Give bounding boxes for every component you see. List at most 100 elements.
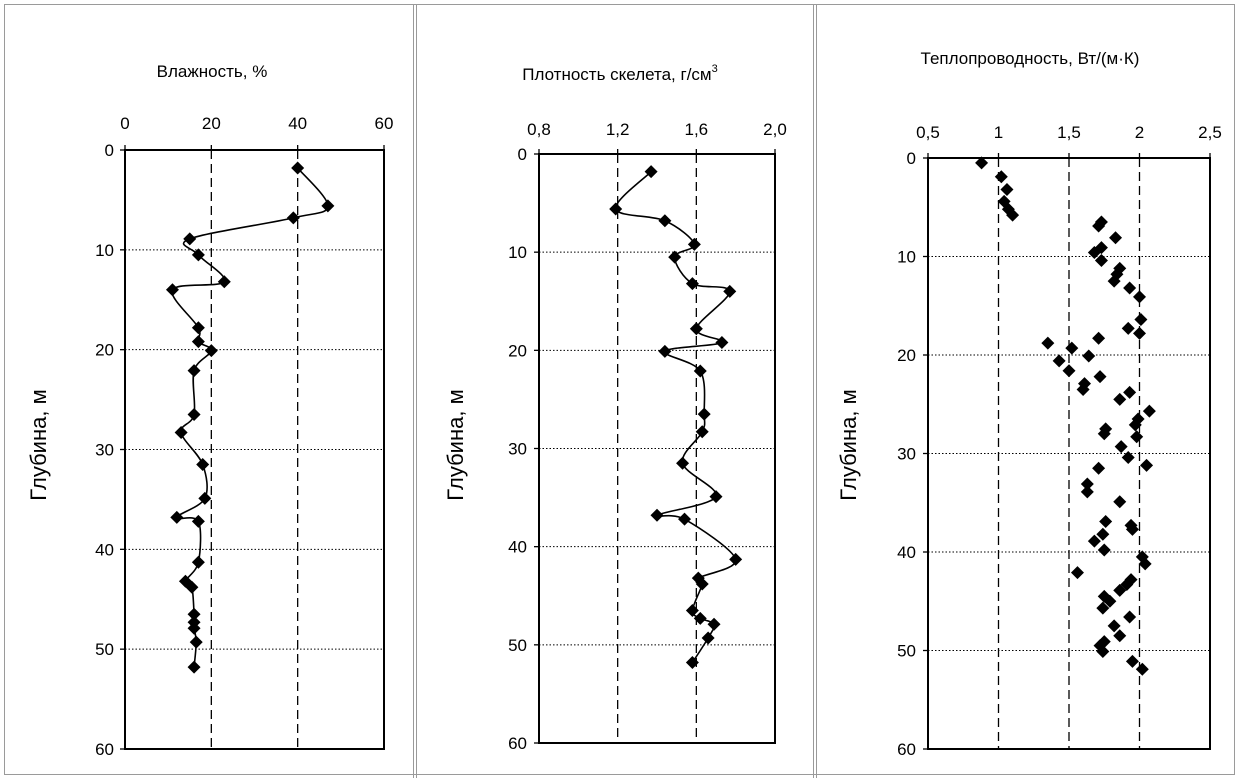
data-point	[1113, 629, 1127, 643]
data-point	[1142, 404, 1156, 418]
data-point	[1065, 341, 1079, 355]
data-point	[1123, 281, 1137, 295]
data-point	[609, 202, 623, 216]
data-point	[709, 490, 723, 504]
data-point	[1107, 274, 1121, 288]
data-point	[1096, 644, 1110, 658]
data-point	[1082, 349, 1096, 363]
data-point	[701, 631, 715, 645]
data-point	[196, 457, 210, 471]
data-point	[678, 512, 692, 526]
y-tick-label: 10	[508, 243, 527, 262]
y-tick-label: 30	[897, 445, 916, 464]
data-point	[1114, 440, 1128, 454]
data-point	[183, 232, 197, 246]
data-point	[1080, 477, 1094, 491]
data-point	[1140, 458, 1154, 472]
data-point	[1076, 382, 1090, 396]
data-point	[174, 426, 188, 440]
y-tick-label: 40	[897, 543, 916, 562]
x-tick-label: 0,8	[527, 120, 551, 139]
data-point	[1097, 543, 1111, 557]
data-point	[1096, 527, 1110, 541]
y-axis-label: Глубина, м	[836, 389, 861, 500]
data-point	[1109, 231, 1123, 245]
data-point	[650, 508, 664, 522]
data-point	[1130, 430, 1144, 444]
data-point	[695, 577, 709, 591]
data-point	[644, 165, 658, 179]
data-point	[187, 607, 201, 621]
data-point	[1128, 418, 1142, 432]
data-point	[187, 364, 201, 378]
data-point	[1052, 354, 1066, 368]
data-point	[658, 344, 672, 358]
y-tick-label: 10	[95, 241, 114, 260]
data-point	[189, 635, 203, 649]
outer-border	[4, 4, 1235, 775]
data-point	[1070, 566, 1084, 580]
data-point	[1113, 392, 1127, 406]
data-point	[668, 250, 682, 264]
x-tick-label: 2,5	[1198, 123, 1222, 142]
data-point	[1113, 495, 1127, 509]
data-point	[191, 248, 205, 262]
x-tick-label: 0	[120, 114, 129, 133]
thermal-conductivity-panel: Теплопроводность, Вт/(м·К) Глубина, м 0,…	[836, 49, 1222, 759]
y-tick-label: 20	[508, 341, 527, 360]
data-point	[1113, 583, 1127, 597]
density-panel: Плотность скелета, г/см3 Глубина, м 0,8 1…	[443, 63, 787, 753]
data-point	[191, 321, 205, 335]
y-tick-label: 40	[95, 540, 114, 559]
x-tick-label: 60	[375, 114, 394, 133]
data-point	[685, 277, 699, 291]
data-point	[191, 335, 205, 349]
data-point	[1135, 662, 1149, 676]
data-point	[729, 552, 743, 566]
data-point	[1125, 654, 1139, 668]
data-point	[1080, 485, 1094, 499]
data-point	[693, 364, 707, 378]
data-point	[321, 199, 335, 213]
data-point	[707, 617, 721, 631]
data-point	[1087, 246, 1101, 260]
y-tick-label: 60	[95, 740, 114, 759]
data-point	[1133, 290, 1146, 304]
y-tick-label: 0	[105, 141, 114, 160]
y-tick-label: 50	[95, 640, 114, 659]
data-point	[1099, 514, 1113, 528]
x-tick-label: 20	[202, 114, 221, 133]
data-point	[1092, 461, 1106, 475]
x-tick-label: 2,0	[763, 120, 787, 139]
data-point	[1133, 326, 1146, 340]
x-tick-label: 1,6	[685, 120, 709, 139]
x-tick-label: 1	[994, 123, 1003, 142]
data-point	[975, 156, 989, 170]
data-point	[715, 335, 729, 349]
title-superscript: 3	[712, 63, 718, 75]
data-point	[1125, 522, 1139, 536]
y-tick-label: 60	[508, 734, 527, 753]
y-tick-label: 30	[95, 441, 114, 460]
y-axis-label: Глубина, м	[443, 389, 468, 500]
y-axis-label: Глубина, м	[26, 389, 51, 500]
chart-title: Влажность, %	[157, 62, 268, 81]
data-point	[1121, 450, 1135, 464]
data-point	[198, 491, 212, 505]
series-line	[614, 171, 737, 663]
data-point	[1062, 364, 1076, 378]
data-point	[1121, 321, 1135, 335]
data-point	[685, 603, 699, 617]
y-tick-label: 0	[518, 145, 527, 164]
data-point	[165, 283, 179, 297]
y-tick-label: 50	[508, 636, 527, 655]
y-tick-label: 30	[508, 440, 527, 459]
data-point	[1000, 183, 1014, 197]
data-point	[1041, 336, 1055, 350]
y-tick-label: 0	[907, 149, 916, 168]
data-point	[204, 344, 218, 358]
y-tick-label: 60	[897, 740, 916, 759]
y-tick-label: 20	[95, 341, 114, 360]
